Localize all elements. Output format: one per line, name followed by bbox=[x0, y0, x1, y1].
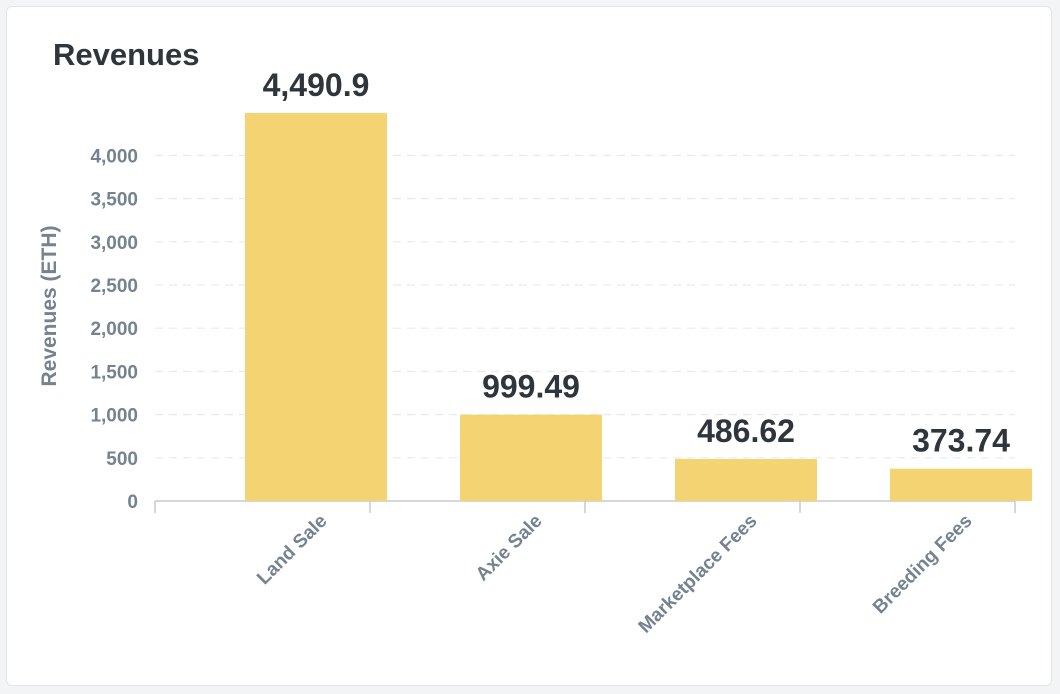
bar bbox=[460, 414, 602, 501]
data-labels: 4,490.9 999.49 486.62 373.74 bbox=[263, 67, 1011, 459]
x-tick-label: Axie Sale bbox=[472, 511, 547, 586]
x-tick-label: Marketplace Fees bbox=[635, 511, 762, 638]
y-tick-label: 2,500 bbox=[90, 276, 138, 297]
chart-card: Revenues bbox=[6, 6, 1052, 686]
bar bbox=[890, 468, 1032, 501]
bar bbox=[245, 112, 387, 501]
y-tick-label: 3,500 bbox=[90, 190, 138, 211]
x-tick-label: Breeding Fees bbox=[869, 511, 976, 618]
x-tick-label: Land Sale bbox=[253, 511, 331, 589]
data-label: 486.62 bbox=[697, 413, 795, 449]
data-label: 373.74 bbox=[912, 423, 1010, 459]
y-tick-label: 500 bbox=[106, 449, 138, 470]
chart-title: Revenues bbox=[53, 37, 200, 72]
bar bbox=[675, 458, 817, 501]
data-label: 4,490.9 bbox=[263, 67, 370, 103]
y-tick-label: 1,500 bbox=[90, 362, 138, 383]
y-axis-title: Revenues (ETH) bbox=[38, 225, 61, 386]
y-tick-label: 3,000 bbox=[90, 233, 138, 254]
y-tick-label: 0 bbox=[127, 492, 138, 513]
bars bbox=[245, 112, 1032, 501]
y-tick-label: 2,000 bbox=[90, 319, 138, 340]
y-tick-label: 4,000 bbox=[90, 146, 138, 167]
data-label: 999.49 bbox=[482, 369, 580, 405]
y-tick-label: 1,000 bbox=[90, 406, 138, 427]
